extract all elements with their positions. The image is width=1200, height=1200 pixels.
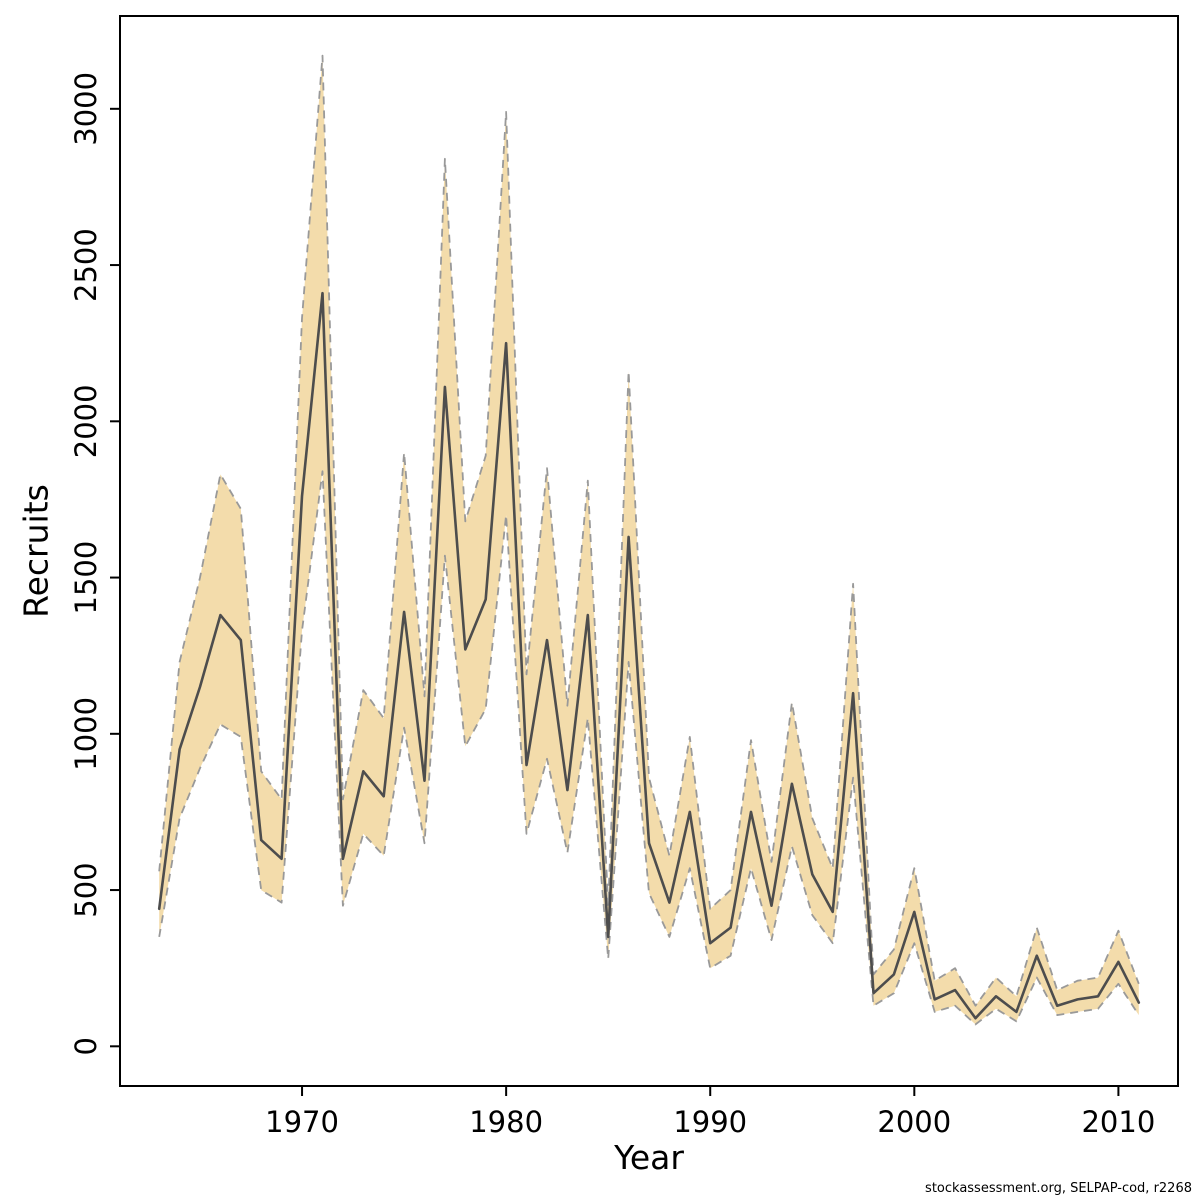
y-tick-label: 500 xyxy=(69,862,103,917)
y-tick-label: 2000 xyxy=(69,384,103,458)
footer-note: stockassessment.org, SELPAP-cod, r2268 xyxy=(925,1181,1192,1196)
confidence-band xyxy=(159,55,1139,1025)
x-tick-label: 2000 xyxy=(877,1105,951,1139)
y-axis-title: Recruits xyxy=(16,484,56,618)
y-tick-label: 3000 xyxy=(69,72,103,146)
y-tick-label: 0 xyxy=(69,1037,103,1055)
x-tick-label: 2010 xyxy=(1081,1105,1155,1139)
upper-ci-line xyxy=(158,54,1140,1007)
plot-border xyxy=(119,15,1179,1087)
y-tick-label: 1000 xyxy=(69,697,103,771)
x-axis-title: Year xyxy=(614,1138,684,1177)
x-tick-label: 1990 xyxy=(673,1105,747,1139)
lower-ci-line xyxy=(158,470,1140,1026)
x-tick-label: 1980 xyxy=(469,1105,543,1139)
y-tick-label: 1500 xyxy=(69,541,103,615)
x-tick-label: 1970 xyxy=(265,1105,339,1139)
recruits-mean-line xyxy=(157,291,1141,1020)
y-tick-label: 2500 xyxy=(69,228,103,302)
